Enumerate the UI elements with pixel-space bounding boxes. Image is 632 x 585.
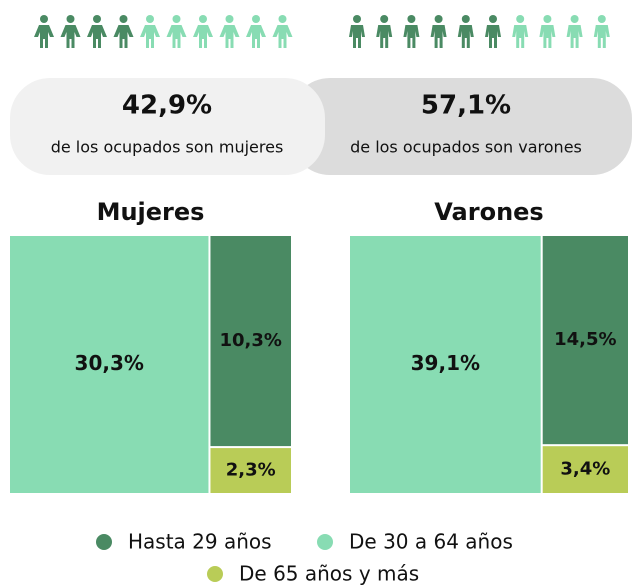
icon-head [543, 15, 552, 23]
cell-label: 2,3% [226, 460, 276, 481]
icon-head [461, 15, 470, 23]
card-mujeres [10, 78, 325, 175]
icon-body [376, 25, 393, 48]
cell-label: 10,3% [220, 330, 282, 351]
icon-head [172, 15, 181, 23]
icon-head [407, 15, 416, 23]
icon-head [146, 15, 154, 23]
card-varones [290, 78, 632, 175]
icon-body [193, 25, 213, 48]
treemap-cell [350, 236, 541, 493]
card-caption: de los ocupados son varones [350, 138, 582, 157]
icon-body [113, 25, 134, 48]
cell-label: 3,4% [560, 459, 610, 480]
icon-head [252, 15, 260, 23]
icon-head [93, 15, 101, 23]
icon-head [489, 15, 497, 23]
treemap-cell [542, 446, 628, 493]
icon-body [485, 25, 501, 48]
legend-label: De 30 a 64 años [349, 530, 513, 554]
icon-body [60, 25, 81, 48]
treemap-cell [10, 236, 209, 493]
card-value: 57,1% [421, 91, 511, 121]
icon-head [40, 15, 48, 23]
legend-swatch [96, 534, 112, 550]
icon-body [34, 25, 54, 48]
icon-body [349, 25, 365, 48]
icon-head [434, 15, 443, 23]
icon-body [457, 25, 474, 48]
icon-body [403, 25, 420, 48]
panel-title: Mujeres [97, 198, 205, 226]
icon-head [278, 15, 287, 23]
icon-head [516, 15, 525, 23]
panel-title: Varones [434, 198, 543, 226]
icon-head [119, 15, 128, 23]
icon-body [140, 25, 160, 48]
legend-label: De 65 años y más [239, 562, 419, 585]
legend-swatch [207, 566, 223, 582]
icon-body [87, 25, 107, 48]
icon-body [219, 25, 240, 48]
icon-body [166, 25, 187, 48]
cell-label: 14,5% [554, 329, 616, 350]
icon-head [570, 15, 579, 23]
icon-body [512, 25, 529, 48]
cell-label: 30,3% [75, 351, 144, 375]
legend-label: Hasta 29 años [128, 530, 272, 554]
icon-body [593, 25, 610, 48]
icon-head [353, 15, 361, 23]
treemap-cell [210, 448, 291, 493]
legend-swatch [317, 534, 333, 550]
icon-head [199, 15, 207, 23]
icon-body [246, 25, 266, 48]
card-caption: de los ocupados son mujeres [51, 138, 284, 157]
icon-head [597, 15, 606, 23]
card-value: 42,9% [122, 91, 212, 121]
icon-head [66, 15, 75, 23]
icon-head [225, 15, 234, 23]
icon-body [539, 25, 556, 48]
icon-body [272, 25, 293, 48]
treemap-cell [542, 236, 628, 445]
icon-body [430, 25, 447, 48]
treemap-cell [210, 236, 291, 447]
icon-body [566, 25, 583, 48]
cell-label: 39,1% [411, 351, 480, 375]
icon-head [380, 15, 389, 23]
